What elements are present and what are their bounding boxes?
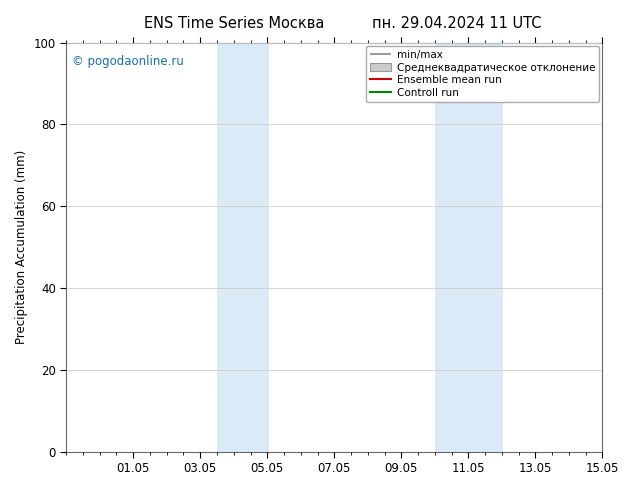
Bar [217, 43, 269, 452]
Bar [435, 43, 503, 452]
Text: ENS Time Series Москва: ENS Time Series Москва [145, 16, 325, 31]
Text: пн. 29.04.2024 11 UTC: пн. 29.04.2024 11 UTC [372, 16, 541, 31]
Text: © pogodaonline.ru: © pogodaonline.ru [72, 55, 183, 68]
Legend: min/max, Среднеквадратическое отклонение, Ensemble mean run, Controll run: min/max, Среднеквадратическое отклонение… [366, 46, 599, 102]
Y-axis label: Precipitation Accumulation (mm): Precipitation Accumulation (mm) [15, 150, 28, 344]
